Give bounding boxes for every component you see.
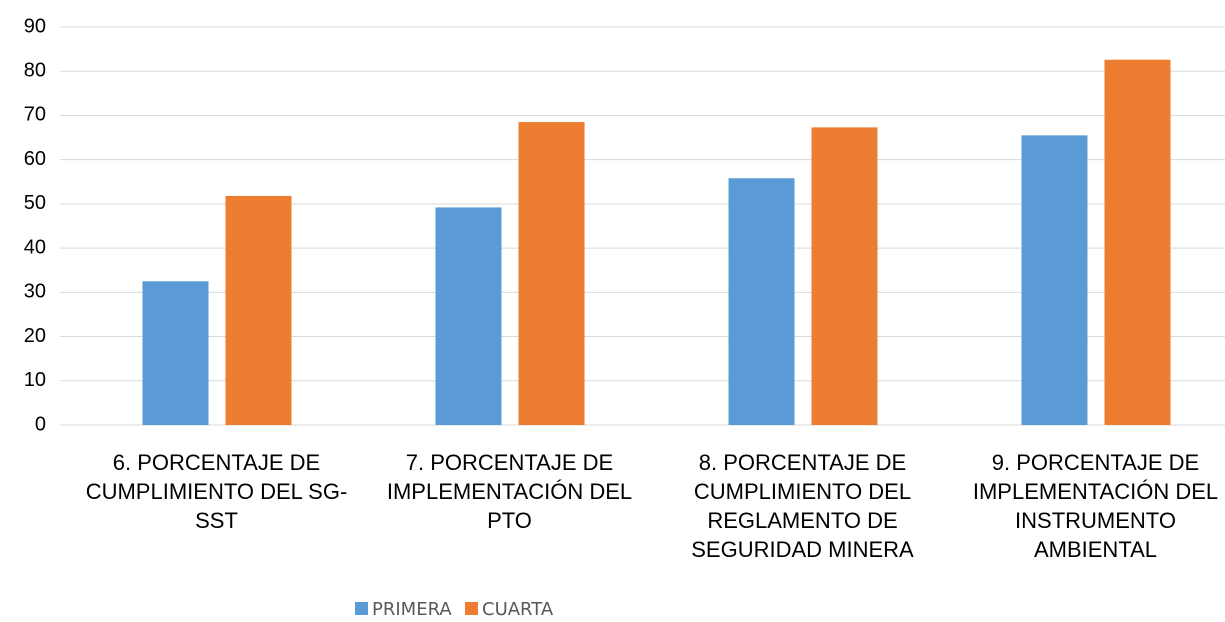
y-tick-label: 90 — [24, 15, 46, 37]
legend-label: PRIMERA — [372, 599, 452, 620]
bar — [1104, 59, 1171, 425]
legend-swatch — [465, 602, 478, 615]
bar — [435, 207, 502, 425]
y-tick-label: 60 — [24, 148, 46, 170]
bar — [142, 281, 209, 425]
legend-swatch — [355, 602, 368, 615]
y-tick-label: 70 — [24, 104, 46, 126]
y-tick-label: 50 — [24, 192, 46, 214]
y-tick-label: 10 — [24, 369, 46, 391]
y-tick-label: 20 — [24, 325, 46, 347]
x-tick-label: 7. PORCENTAJE DE IMPLEMENTACIÓN DEL PTO — [386, 450, 633, 533]
bar — [518, 122, 585, 426]
x-tick-label: 6. PORCENTAJE DE CUMPLIMIENTO DEL SG-SST — [85, 450, 348, 533]
bar — [225, 195, 292, 425]
bar — [1021, 135, 1088, 425]
y-tick-label: 40 — [24, 236, 46, 258]
y-tick-label: 30 — [24, 281, 46, 303]
legend-label: CUARTA — [482, 599, 554, 620]
bar — [811, 127, 878, 425]
x-tick-label: 8. PORCENTAJE DE CUMPLIMIENTO DEL REGLAM… — [691, 450, 914, 562]
y-tick-label: 0 — [35, 413, 46, 435]
bar — [728, 178, 795, 425]
x-tick-label: 9. PORCENTAJE DE IMPLEMENTACIÓN DEL INST… — [972, 450, 1219, 562]
y-tick-label: 80 — [24, 60, 46, 82]
